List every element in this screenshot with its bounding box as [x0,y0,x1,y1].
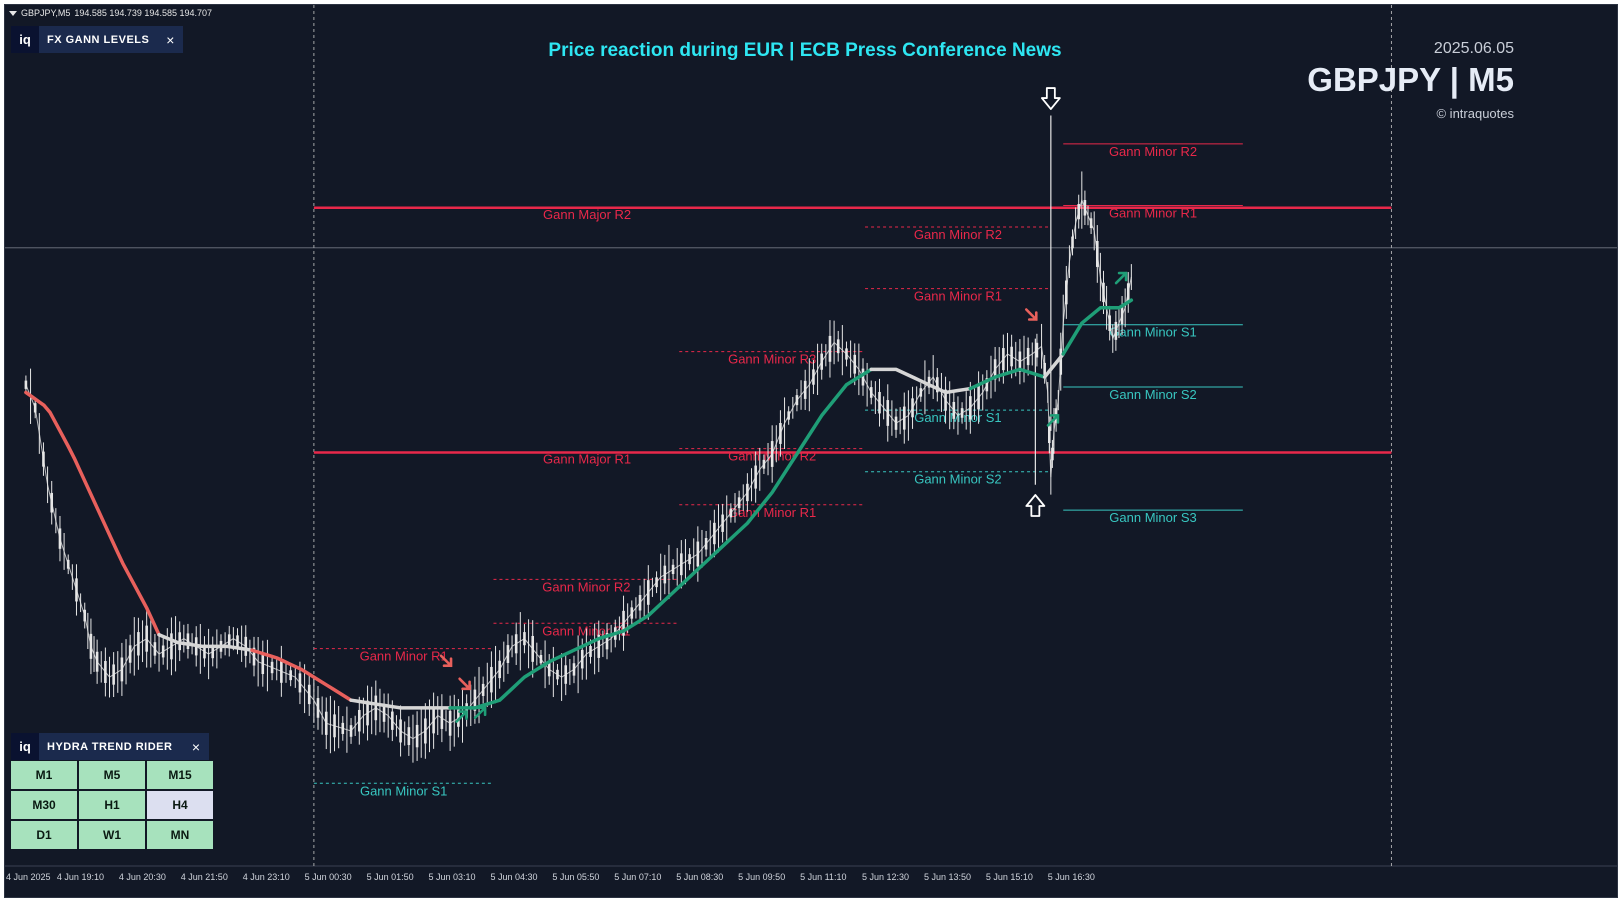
x-axis-label: 5 Jun 07:10 [614,872,661,882]
symbol-info-line: GBPJPY,M5 194.585 194.739 194.585 194.707 [9,8,216,18]
trend-rider-line [250,648,353,702]
tf-button-w1[interactable]: W1 [79,821,145,849]
x-axis-label: 5 Jun 01:50 [367,872,414,882]
x-axis-label: 5 Jun 12:30 [862,872,909,882]
chart-canvas[interactable]: Gann Major R2 Gann Major R1 Gann Minor R1 G… [5,5,1617,897]
collapse-triangle-icon[interactable] [9,11,17,17]
iq-logo-icon: iq [11,26,39,53]
buy-signal-icon [1114,271,1128,285]
x-axis-label: 4 Jun 2025 [6,872,51,882]
chart-symbol: GBPJPY | M5 [1307,61,1514,98]
sell-signal-icon [458,677,471,691]
x-axis-label: 4 Jun 19:10 [57,872,104,882]
x-axis-label: 5 Jun 05:50 [552,872,599,882]
tf-button-m1[interactable]: M1 [11,761,77,789]
tf-button-mn[interactable]: MN [147,821,213,849]
close-icon[interactable]: × [183,733,209,760]
sell-signal-icon [1024,308,1038,321]
trend-rider-line [968,367,1047,391]
buy-signal-icon [473,706,487,720]
news-up-arrow-icon [1025,494,1046,517]
tf-button-m15[interactable]: M15 [147,761,213,789]
price-path [25,198,1132,740]
x-axis-label: 4 Jun 20:30 [119,872,166,882]
timeframe-grid: M1 M5 M15 M30 H1 H4 D1 W1 MN [11,761,213,849]
tf-button-d1[interactable]: D1 [11,821,77,849]
trend-rider-line [1061,298,1134,356]
gann-minor-label: Gann Minor S1 [360,783,447,798]
gann-minor-label: Gann Minor R2 [1109,144,1197,159]
gann-minor-label: Gann Minor S2 [1109,387,1196,402]
x-axis-label: 5 Jun 00:30 [305,872,352,882]
gann-minor-label: Gann Minor R3 [728,352,816,367]
tf-button-m5[interactable]: M5 [79,761,145,789]
buy-signal-icon [1046,414,1060,427]
gann-panel-title[interactable]: FX GANN LEVELS [39,26,158,53]
x-axis-label: 5 Jun 13:50 [924,872,971,882]
x-axis-label: 5 Jun 09:50 [738,872,785,882]
x-axis-label: 5 Jun 08:30 [676,872,723,882]
trend-rider-line [1042,352,1065,379]
gann-major-label: Gann Major R1 [543,451,631,466]
news-down-arrow-icon [1040,87,1061,110]
tf-button-m30[interactable]: M30 [11,791,77,819]
chart-window[interactable]: Gann Major R2 Gann Major R1 Gann Minor R1 G… [4,4,1618,898]
x-axis-label: 5 Jun 04:30 [490,872,537,882]
copyright-text: © intraquotes [1436,106,1514,121]
gann-minor-label: Gann Minor S1 [1109,325,1196,340]
symbol-timeframe: GBPJPY,M5 [21,8,71,18]
gann-levels-panel[interactable]: iq FX GANN LEVELS × [11,26,184,53]
gann-minor-label: Gann Minor S2 [914,472,1001,487]
trend-rider-line [24,390,161,637]
ohlc-values: 194.585 194.739 194.585 194.707 [74,8,212,18]
gann-minor-label: Gann Minor R1 [728,505,816,520]
trend-rider-line [157,633,254,652]
gann-minor-label: Gann Minor R2 [914,227,1002,242]
x-axis-label: 5 Jun 03:10 [429,872,476,882]
chart-date: 2025.06.05 [1433,40,1514,57]
gann-minor-label: Gann Minor R2 [542,579,630,594]
buy-signal-icon [455,710,468,723]
gann-minor-label: Gann Minor S3 [1109,510,1196,525]
hydra-panel-header[interactable]: iq HYDRA TREND RIDER × [11,733,209,760]
sell-signal-icon [439,654,453,668]
x-axis-label: 4 Jun 21:50 [181,872,228,882]
trend-rider-line [919,379,973,395]
tf-button-h1[interactable]: H1 [79,791,145,819]
chart-headline: Price reaction during EUR | ECB Press Co… [548,40,1062,61]
gann-minor-label: Gann Minor R1 [1109,205,1197,220]
hydra-panel-title[interactable]: HYDRA TREND RIDER [39,733,183,760]
trend-rider-line [349,698,452,710]
x-axis-label: 5 Jun 11:10 [800,872,846,882]
x-axis-label: 5 Jun 16:30 [1048,872,1095,882]
iq-logo-icon: iq [11,733,39,760]
gann-major-label: Gann Major R2 [543,207,631,222]
trend-rider-line [869,367,923,383]
x-axis-label: 4 Jun 23:10 [243,872,290,882]
tf-button-h4[interactable]: H4 [147,791,213,819]
gann-minor-label: Gann Minor R1 [914,289,1002,304]
x-axis-label: 5 Jun 15:10 [986,872,1033,882]
trend-rider-line [473,367,873,710]
gann-minor-label: Gann Minor R1 [360,649,448,664]
close-icon[interactable]: × [157,26,184,53]
